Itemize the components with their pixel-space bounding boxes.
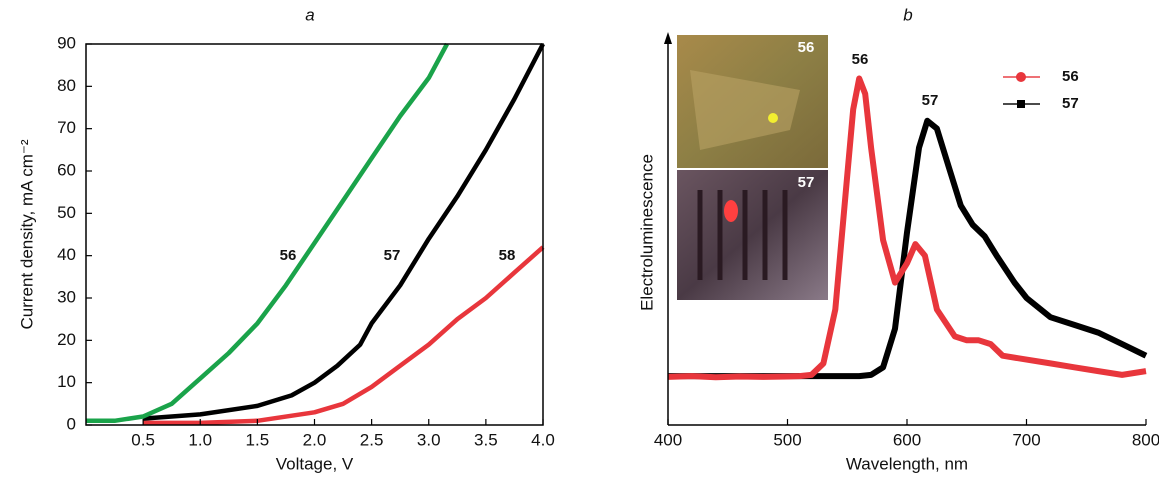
legend-marker [1017, 100, 1025, 108]
photo-label: 57 [798, 174, 815, 191]
photo-label: 56 [798, 39, 815, 56]
y-axis-label: Electroluminescence [637, 154, 656, 311]
photo-spot [724, 200, 738, 222]
y-tick-label: 90 [57, 33, 76, 52]
curve-label: 57 [384, 247, 401, 264]
series-line [667, 75, 1147, 381]
x-tick-label: 1.0 [188, 430, 212, 449]
panel-title: b [903, 5, 912, 24]
y-tick-label: 40 [57, 245, 76, 264]
series-line [143, 245, 545, 426]
series-line [86, 42, 449, 424]
photo-spot [768, 113, 778, 123]
x-tick-label: 4.0 [531, 430, 555, 449]
x-tick-label: 3.5 [474, 430, 498, 449]
series-line [142, 42, 545, 421]
curve-label: 56 [280, 247, 297, 264]
y-tick-label: 70 [57, 118, 76, 137]
x-tick-label: 800 [1132, 430, 1159, 449]
y-tick-label: 10 [57, 372, 76, 391]
x-tick-label: 600 [893, 430, 921, 449]
curve-label: 58 [499, 247, 516, 264]
curve-label: 56 [852, 51, 869, 68]
y-tick-label: 50 [57, 203, 76, 222]
legend-label: 56 [1062, 68, 1079, 85]
legend-marker [1016, 72, 1026, 82]
y-axis-label: Current density, mA cm⁻² [17, 139, 36, 329]
legend-label: 57 [1062, 95, 1079, 112]
inset-photos [677, 35, 828, 300]
x-axis-label: Voltage, V [276, 454, 354, 473]
y-tick-label: 20 [57, 330, 76, 349]
x-tick-label: 1.5 [246, 430, 270, 449]
x-axis-label: Wavelength, nm [846, 454, 968, 473]
y-tick-label: 80 [57, 76, 76, 95]
y-axis-arrow [664, 32, 672, 44]
x-tick-label: 2.5 [360, 430, 384, 449]
x-tick-label: 0.5 [131, 430, 155, 449]
plot-frame [85, 43, 544, 426]
photo-detail [690, 70, 800, 150]
x-tick-label: 700 [1012, 430, 1040, 449]
y-tick-label: 0 [67, 414, 76, 433]
y-tick-label: 30 [57, 287, 76, 306]
curve-label: 57 [922, 92, 939, 109]
panel-title: a [305, 5, 314, 24]
series-line [668, 117, 1148, 380]
x-tick-label: 400 [654, 430, 682, 449]
y-tick-label: 60 [57, 160, 76, 179]
photo-detail [697, 190, 788, 280]
x-tick-label: 3.0 [417, 430, 441, 449]
x-tick-label: 2.0 [303, 430, 327, 449]
x-tick-label: 500 [773, 430, 801, 449]
